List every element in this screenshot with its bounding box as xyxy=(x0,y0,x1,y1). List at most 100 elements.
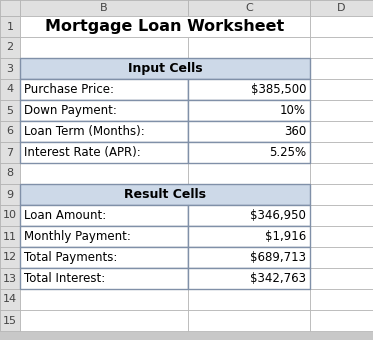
Text: $385,500: $385,500 xyxy=(251,83,306,96)
Bar xyxy=(188,79,310,100)
Bar xyxy=(310,247,373,268)
Text: 11: 11 xyxy=(3,232,17,241)
Text: Total Payments:: Total Payments: xyxy=(24,251,117,264)
Bar xyxy=(310,16,373,37)
Bar xyxy=(0,79,20,100)
Bar xyxy=(310,121,373,142)
Bar xyxy=(188,247,310,268)
Bar xyxy=(188,142,310,163)
Bar xyxy=(20,121,188,142)
Bar xyxy=(188,184,310,205)
Text: Monthly Payment:: Monthly Payment: xyxy=(24,230,131,243)
Text: 360: 360 xyxy=(284,125,306,138)
Bar xyxy=(20,16,310,37)
Bar xyxy=(188,121,310,142)
Bar xyxy=(20,58,188,79)
Bar xyxy=(20,142,188,163)
Bar xyxy=(0,163,20,184)
Bar xyxy=(20,289,188,310)
Bar xyxy=(310,163,373,184)
Bar xyxy=(188,163,310,184)
Text: $342,763: $342,763 xyxy=(250,272,306,285)
Text: Purchase Price:: Purchase Price: xyxy=(24,83,114,96)
Bar xyxy=(0,100,20,121)
Text: D: D xyxy=(337,3,346,13)
Bar xyxy=(310,268,373,289)
Bar xyxy=(0,289,20,310)
Bar xyxy=(188,16,310,37)
Bar xyxy=(0,0,20,16)
Text: 9: 9 xyxy=(6,189,13,200)
Text: 12: 12 xyxy=(3,253,17,262)
Text: 3: 3 xyxy=(6,64,13,73)
Bar xyxy=(0,142,20,163)
Text: 8: 8 xyxy=(6,169,13,178)
Bar xyxy=(188,268,310,289)
Text: Mortgage Loan Worksheet: Mortgage Loan Worksheet xyxy=(46,19,285,34)
Text: Interest Rate (APR):: Interest Rate (APR): xyxy=(24,146,141,159)
Bar xyxy=(310,79,373,100)
Bar xyxy=(188,100,310,121)
Bar xyxy=(188,205,310,226)
Bar xyxy=(310,184,373,205)
Bar xyxy=(20,79,188,100)
Text: 10%: 10% xyxy=(280,104,306,117)
Text: Loan Term (Months):: Loan Term (Months): xyxy=(24,125,145,138)
Bar xyxy=(20,100,188,121)
Bar xyxy=(310,142,373,163)
Text: 1: 1 xyxy=(6,21,13,32)
Bar xyxy=(20,247,188,268)
Bar xyxy=(20,100,188,121)
Bar xyxy=(20,226,188,247)
Bar xyxy=(0,58,20,79)
Bar xyxy=(188,268,310,289)
Text: Input Cells: Input Cells xyxy=(128,62,202,75)
Bar xyxy=(20,163,188,184)
Bar xyxy=(0,205,20,226)
Text: 6: 6 xyxy=(6,126,13,136)
Bar xyxy=(20,16,188,37)
Bar xyxy=(20,205,188,226)
Bar xyxy=(0,184,20,205)
Bar xyxy=(20,310,188,331)
Bar xyxy=(310,226,373,247)
Bar xyxy=(188,37,310,58)
Text: 15: 15 xyxy=(3,316,17,325)
Bar xyxy=(20,79,188,100)
Bar xyxy=(310,58,373,79)
Text: 10: 10 xyxy=(3,210,17,221)
Bar xyxy=(0,247,20,268)
Bar xyxy=(310,310,373,331)
Bar xyxy=(20,226,188,247)
Bar xyxy=(188,121,310,142)
Bar xyxy=(188,58,310,79)
Bar xyxy=(188,100,310,121)
Bar xyxy=(20,268,188,289)
Bar xyxy=(0,310,20,331)
Bar xyxy=(20,268,188,289)
Bar xyxy=(20,184,188,205)
Text: 5.25%: 5.25% xyxy=(269,146,306,159)
Text: 2: 2 xyxy=(6,42,13,52)
Bar xyxy=(188,205,310,226)
Bar xyxy=(188,0,310,16)
Bar xyxy=(310,289,373,310)
Text: Down Payment:: Down Payment: xyxy=(24,104,117,117)
Text: 13: 13 xyxy=(3,273,17,284)
Bar xyxy=(20,37,188,58)
Bar xyxy=(0,37,20,58)
Bar xyxy=(0,121,20,142)
Bar xyxy=(20,121,188,142)
Bar xyxy=(310,205,373,226)
Bar xyxy=(20,142,188,163)
Bar xyxy=(20,0,188,16)
Bar xyxy=(20,58,310,79)
Text: 5: 5 xyxy=(6,105,13,116)
Text: B: B xyxy=(100,3,108,13)
Text: C: C xyxy=(245,3,253,13)
Bar xyxy=(188,226,310,247)
Bar xyxy=(188,289,310,310)
Text: $1,916: $1,916 xyxy=(265,230,306,243)
Text: $689,713: $689,713 xyxy=(250,251,306,264)
Bar xyxy=(20,205,188,226)
